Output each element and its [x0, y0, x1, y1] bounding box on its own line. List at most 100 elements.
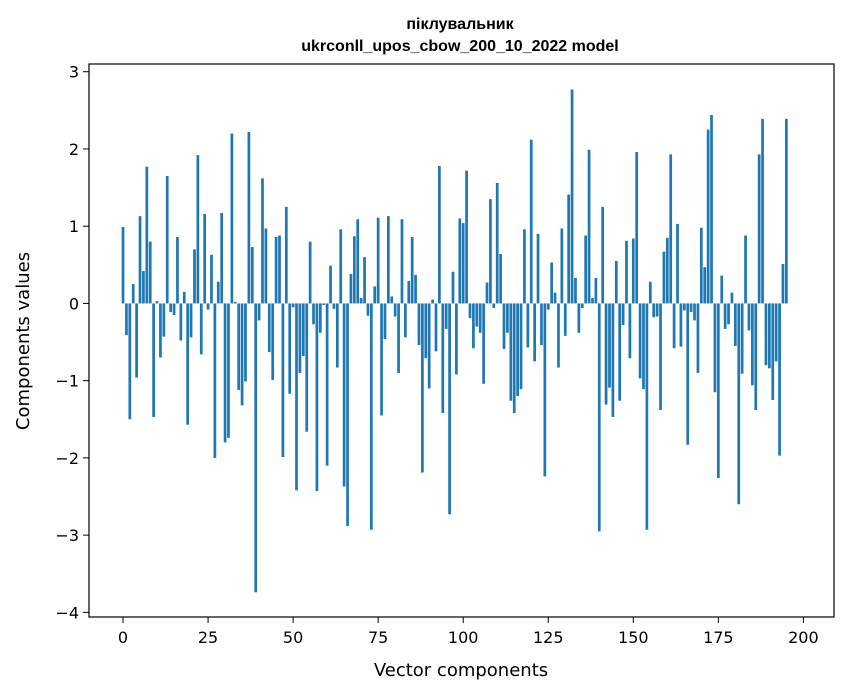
bar [332, 303, 336, 309]
bar [359, 298, 363, 304]
bar [189, 303, 193, 338]
bar [182, 291, 186, 304]
bar [560, 228, 564, 304]
bar [475, 303, 479, 327]
bar [448, 303, 451, 515]
bar [536, 233, 540, 304]
bar [373, 286, 377, 304]
plot-frame [88, 63, 835, 618]
bar [206, 303, 210, 310]
bar [574, 277, 577, 304]
bar [444, 303, 448, 329]
bar [349, 274, 353, 304]
y-axis-label: Components values [13, 252, 34, 430]
bar [152, 303, 155, 417]
bar [509, 303, 513, 401]
bar [148, 241, 152, 304]
y-tick-label: −2 [55, 449, 79, 468]
bar [679, 303, 683, 347]
bar [655, 303, 659, 317]
bar [155, 301, 159, 304]
bar [128, 303, 132, 420]
bar [485, 282, 489, 304]
bar [774, 303, 778, 362]
x-tick-label: 0 [118, 628, 128, 647]
bar [438, 165, 441, 304]
x-tick-label: 150 [618, 628, 649, 647]
x-axis-ticks: 0 25 50 75 100 125 150 175 200 [118, 617, 819, 647]
bar [563, 303, 567, 336]
bar [410, 237, 414, 304]
bar [710, 114, 713, 304]
bar [567, 194, 571, 304]
y-tick-label: −1 [55, 372, 79, 391]
bar [764, 303, 768, 366]
bar [284, 206, 288, 304]
bar [502, 303, 506, 349]
y-tick-label: 2 [69, 140, 79, 159]
bar [672, 303, 676, 349]
bar [339, 229, 343, 304]
bar [417, 303, 421, 346]
bar [223, 303, 227, 443]
bar [237, 303, 241, 390]
bar [635, 152, 639, 304]
bar [751, 303, 754, 386]
bar [489, 199, 492, 304]
bar [516, 303, 519, 397]
bar [597, 303, 601, 532]
bar [757, 154, 761, 304]
bar [461, 223, 465, 304]
bar [744, 235, 747, 304]
y-tick-label: −3 [55, 526, 79, 545]
bar [584, 235, 588, 304]
bar [693, 303, 696, 321]
bar [628, 303, 632, 359]
bar [424, 303, 428, 359]
x-tick-label: 50 [283, 628, 303, 647]
bar [614, 260, 618, 304]
bar [587, 149, 591, 304]
bar [434, 303, 438, 352]
bar [458, 218, 462, 304]
bar [250, 247, 254, 304]
bar [720, 275, 724, 304]
bar [591, 298, 594, 304]
bar [662, 251, 666, 304]
bar-series [121, 89, 788, 593]
bar [254, 303, 258, 593]
bar [621, 303, 625, 326]
bar [366, 303, 370, 316]
x-tick-label: 175 [703, 628, 734, 647]
bar [512, 303, 516, 414]
bar [135, 303, 138, 378]
bar [131, 284, 135, 304]
x-tick-label: 200 [788, 628, 819, 647]
bar [740, 303, 744, 374]
bar [363, 257, 366, 304]
bar [733, 303, 737, 346]
bar [492, 303, 496, 309]
bar [400, 219, 404, 304]
bar [305, 303, 309, 432]
bar [754, 303, 758, 411]
bar [523, 229, 526, 304]
bar [727, 303, 730, 325]
bar [404, 303, 407, 338]
bar [580, 303, 584, 309]
bar [145, 166, 149, 304]
bar [342, 303, 346, 487]
bar [540, 303, 543, 346]
bar [267, 303, 271, 353]
bar [346, 303, 349, 526]
y-tick-label: 3 [69, 63, 79, 82]
bar [308, 241, 312, 304]
bar [199, 303, 203, 355]
x-tick-label: 75 [368, 628, 388, 647]
bar [465, 170, 468, 304]
bar [165, 175, 169, 304]
bar [557, 303, 560, 368]
bar [648, 281, 652, 304]
bar [723, 303, 727, 329]
